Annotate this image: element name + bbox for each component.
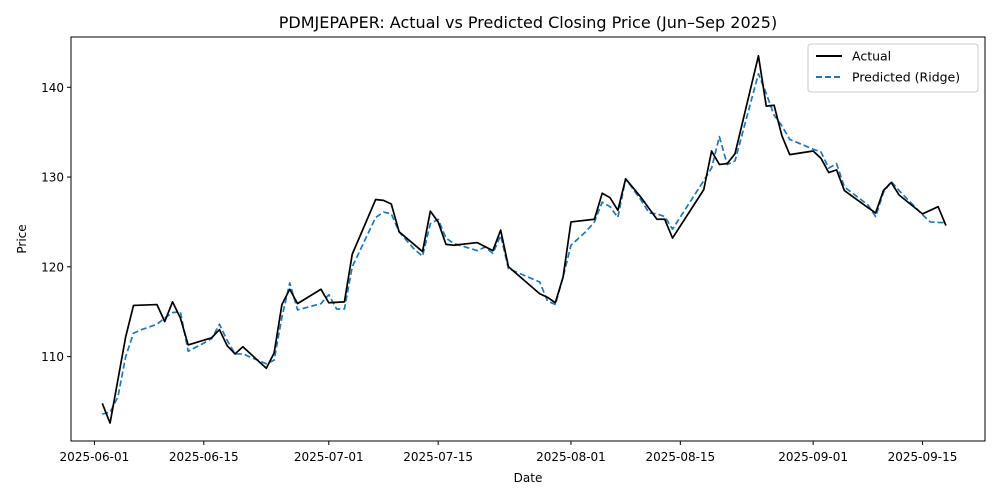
x-tick-label: 2025-06-15 — [169, 450, 239, 464]
x-tick-label: 2025-08-01 — [536, 450, 606, 464]
y-axis-label: Price — [15, 224, 29, 253]
y-tick-label: 130 — [41, 171, 64, 185]
legend: Actual Predicted (Ridge) — [807, 43, 979, 93]
y-axis: 110 120 130 140 — [41, 81, 71, 364]
y-tick-label: 140 — [41, 81, 64, 95]
x-tick-label: 2025-09-15 — [888, 450, 958, 464]
x-tick-label: 2025-08-15 — [645, 450, 715, 464]
y-tick-label: 110 — [41, 350, 64, 364]
x-tick-label: 2025-09-01 — [778, 450, 848, 464]
y-tick-label: 120 — [41, 260, 64, 274]
x-axis: 2025-06-01 2025-06-15 2025-07-01 2025-07-15… — [60, 441, 958, 464]
legend-actual-label: Actual — [852, 49, 891, 64]
x-tick-label: 2025-07-01 — [294, 450, 364, 464]
legend-predicted-label: Predicted (Ridge) — [852, 70, 960, 85]
x-tick-label: 2025-07-15 — [403, 450, 473, 464]
series-layer — [101, 55, 947, 424]
legend-box — [807, 43, 979, 93]
series-actual-line — [101, 55, 947, 424]
x-tick-label: 2025-06-01 — [60, 450, 130, 464]
plot-frame — [70, 36, 986, 442]
x-axis-label: Date — [514, 471, 543, 485]
chart-title: PDMJEPAPER: Actual vs Predicted Closing … — [279, 13, 777, 32]
